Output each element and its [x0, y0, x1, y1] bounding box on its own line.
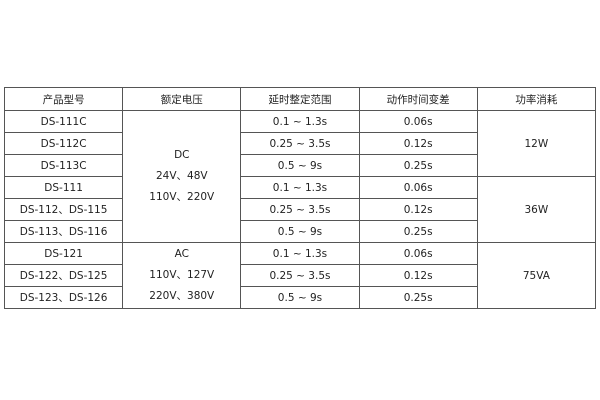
product-spec-table: 产品型号 额定电压 延时整定范围 动作时间变差 功率消耗 DS-111C DC …	[3, 87, 597, 309]
table-row: DS-121 AC 110V、127V 220V、380V 0.1 ~ 1.3s…	[3, 242, 597, 309]
model-cell: DS-112C	[3, 132, 124, 155]
range-cell: 0.1 ~ 1.3s	[240, 110, 360, 133]
table-row: DS-123、DS-126 0.5 ~ 9s 0.25s	[3, 286, 596, 309]
model-cell: DS-111C	[3, 110, 124, 133]
header-power: 功率消耗	[476, 87, 597, 111]
variance-cell: 0.12s	[358, 198, 478, 221]
header-row: 产品型号 额定电压 延时整定范围 动作时间变差 功率消耗	[3, 87, 597, 111]
model-cell: DS-112、DS-115	[3, 198, 124, 221]
variance-cell: 0.06s	[358, 176, 478, 199]
variance-cell: 0.12s	[358, 132, 478, 155]
range-cell: 0.1 ~ 1.3s	[240, 176, 360, 199]
table-row: DS-111C DC 24V、48V 110V、220V 0.1 ~ 1.3s …	[3, 110, 597, 243]
range-cell: 0.5 ~ 9s	[240, 286, 360, 309]
model-cell: DS-122、DS-125	[3, 264, 124, 287]
variance-cell: 0.25s	[358, 220, 478, 243]
voltage-type: DC	[174, 149, 190, 161]
variance-cell: 0.25s	[358, 286, 478, 309]
model-cell: DS-123、DS-126	[3, 286, 124, 309]
variance-cell: 0.25s	[358, 154, 478, 177]
power-cell: 75VA	[476, 242, 597, 309]
power-cell: 36W	[476, 176, 597, 243]
range-cell: 0.25 ~ 3.5s	[240, 264, 360, 287]
voltage-values: 110V、127V	[149, 269, 215, 281]
voltage-cell: AC 110V、127V 220V、380V	[122, 242, 242, 309]
voltage-cell: DC 24V、48V 110V、220V	[122, 110, 242, 243]
header-time-variance: 动作时间变差	[358, 87, 478, 111]
header-delay-range: 延时整定范围	[240, 87, 360, 111]
model-cell: DS-121	[3, 242, 124, 265]
range-cell: 0.5 ~ 9s	[240, 220, 360, 243]
model-cell: DS-111	[3, 176, 124, 199]
voltage-values: 220V、380V	[149, 290, 215, 302]
range-cell: 0.1 ~ 1.3s	[240, 242, 360, 265]
range-cell: 0.25 ~ 3.5s	[240, 132, 360, 155]
range-cell: 0.25 ~ 3.5s	[240, 198, 360, 221]
header-voltage: 额定电压	[122, 87, 242, 111]
model-cell: DS-113C	[3, 154, 124, 177]
variance-cell: 0.06s	[358, 110, 478, 133]
table-row: DS-122、DS-125 0.25 ~ 3.5s 0.12s	[3, 264, 596, 287]
voltage-type: AC	[174, 248, 189, 260]
range-cell: 0.5 ~ 9s	[240, 154, 360, 177]
table-row: DS-113C 0.5 ~ 9s 0.25s	[3, 154, 596, 177]
table-row: DS-111 0.1 ~ 1.3s 0.06s 36W	[3, 176, 597, 243]
model-cell: DS-113、DS-116	[3, 220, 124, 243]
voltage-values: 24V、48V	[155, 170, 208, 182]
voltage-values: 110V、220V	[149, 191, 215, 203]
power-cell: 12W	[476, 110, 597, 177]
variance-cell: 0.06s	[358, 242, 478, 265]
variance-cell: 0.12s	[358, 264, 478, 287]
table-row: DS-113、DS-116 0.5 ~ 9s 0.25s	[3, 220, 596, 243]
header-model: 产品型号	[3, 87, 124, 111]
